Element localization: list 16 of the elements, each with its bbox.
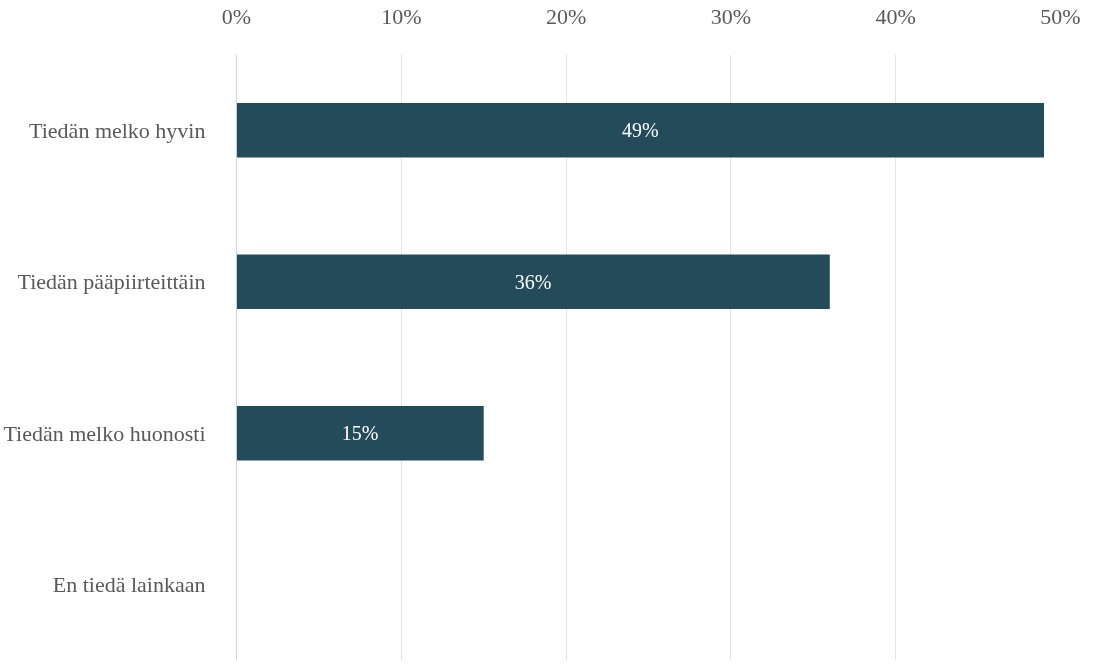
bar (236, 405, 484, 461)
x-tick-label: 10% (381, 3, 422, 29)
x-tick-label: 20% (545, 3, 587, 29)
y-tick-label: Tiedän melko hyvin (29, 117, 206, 143)
bar (236, 102, 1045, 158)
x-tick-label: 0% (221, 3, 252, 29)
bar (236, 254, 830, 310)
x-tick-label: 40% (875, 3, 916, 29)
data-label: 36% (514, 270, 552, 293)
y-tick-label: En tiedä lainkaan (52, 572, 206, 598)
data-label: 15% (341, 422, 379, 445)
x-tick-label: 30% (710, 3, 752, 29)
data-label: 49% (621, 119, 659, 142)
y-tick-label: Tiedän pääpiirteittäin (17, 269, 206, 295)
y-tick-label: Tiedän melko huonosti (3, 420, 206, 446)
x-tick-label: 50% (1040, 3, 1081, 29)
